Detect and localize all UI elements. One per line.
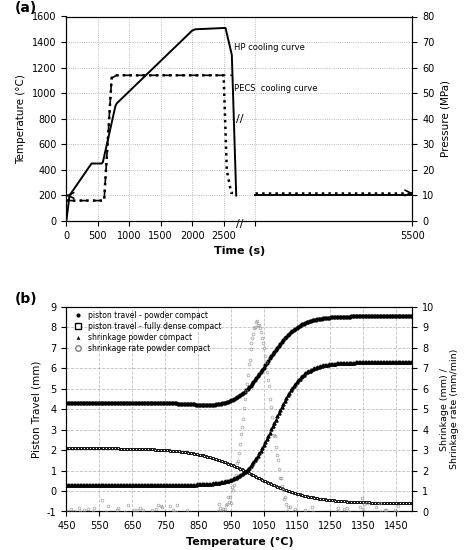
Text: HP cooling curve: HP cooling curve bbox=[234, 43, 305, 52]
Y-axis label: Shrinkage (mm) /
Shrinkage rate (mm/min): Shrinkage (mm) / Shrinkage rate (mm/min) bbox=[440, 349, 459, 469]
Legend: piston travel - powder compact, piston travel - fully dense compact, shrinkage p: piston travel - powder compact, piston t… bbox=[69, 309, 223, 354]
X-axis label: Temperature (°C): Temperature (°C) bbox=[185, 537, 293, 547]
Y-axis label: Piston Travel (mm): Piston Travel (mm) bbox=[31, 361, 41, 458]
X-axis label: Time (s): Time (s) bbox=[214, 246, 265, 256]
Text: (b): (b) bbox=[14, 292, 37, 306]
Y-axis label: Pressure (MPa): Pressure (MPa) bbox=[440, 80, 450, 157]
Text: PECS  cooling curve: PECS cooling curve bbox=[234, 84, 317, 92]
Text: (a): (a) bbox=[14, 2, 36, 15]
Text: //: // bbox=[236, 114, 244, 124]
Y-axis label: Temperature (°C): Temperature (°C) bbox=[17, 74, 27, 164]
Text: //: // bbox=[236, 219, 244, 229]
